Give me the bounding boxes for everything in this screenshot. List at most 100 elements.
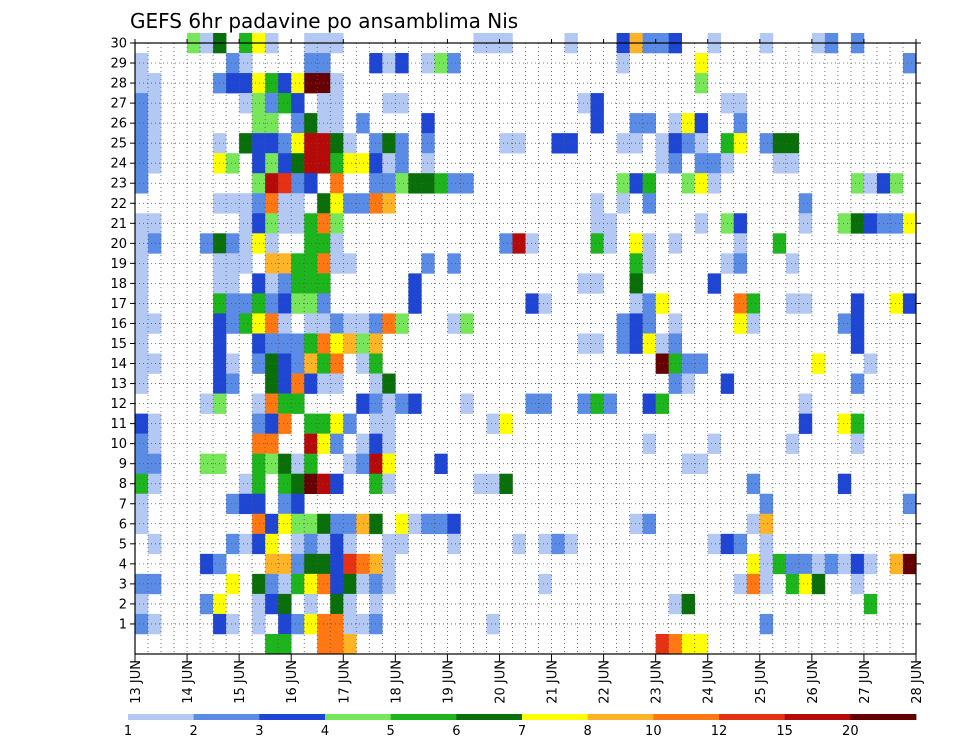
heatmap-cell: [148, 413, 162, 434]
heatmap-cell: [642, 513, 656, 535]
heatmap-cell: [746, 473, 761, 495]
heatmap-cell: [447, 253, 461, 274]
legend-swatch: [193, 714, 260, 720]
heatmap-cell: [889, 173, 904, 194]
heatmap-cell: [278, 373, 292, 394]
heatmap-cell: [603, 393, 617, 414]
heatmap-cell: [148, 153, 162, 174]
heatmap-cell: [434, 453, 448, 474]
heatmap-cell: [252, 333, 266, 354]
heatmap-cell: [590, 233, 604, 254]
heatmap-cell: [304, 473, 318, 495]
heatmap-cell: [135, 253, 149, 274]
heatmap-cell: [226, 313, 240, 334]
heatmap-cell: [291, 533, 305, 555]
heatmap-cell: [278, 313, 292, 334]
heatmap-cell: [135, 233, 149, 254]
heatmap-cell: [200, 393, 214, 414]
heatmap-cell: [239, 493, 253, 515]
heatmap-cell: [135, 433, 149, 454]
heatmap-cell: [343, 413, 357, 434]
heatmap-cell: [304, 53, 318, 74]
heatmap-cell: [551, 133, 565, 154]
heatmap-cell: [252, 393, 266, 414]
heatmap-cell: [850, 293, 865, 314]
legend-swatch: [456, 714, 523, 720]
heatmap-cell: [252, 413, 266, 434]
heatmap-cell: [252, 173, 266, 194]
heatmap-cell: [330, 633, 344, 655]
heatmap-cell: [642, 293, 656, 314]
heatmap-cell: [304, 273, 318, 294]
y-tick-label: 28: [110, 77, 127, 92]
heatmap-cell: [239, 293, 253, 314]
heatmap-cell: [330, 433, 344, 454]
legend-label: 12: [711, 724, 728, 739]
legend-label: 10: [645, 724, 662, 739]
heatmap-cell: [499, 133, 513, 154]
heatmap-cell: [785, 433, 800, 454]
heatmap-cell: [629, 173, 643, 194]
heatmap-cell: [148, 613, 162, 635]
heatmap-cell: [330, 93, 344, 114]
heatmap-cell: [447, 313, 461, 334]
heatmap-cell: [278, 413, 292, 434]
heatmap-cell: [252, 533, 266, 555]
color-legend: 1 2 3 4 5 6 7 8 10 12 15 20: [124, 714, 917, 739]
heatmap-cell: [239, 193, 253, 214]
heatmap-cell: [226, 233, 240, 254]
heatmap-cell: [798, 393, 813, 414]
heatmap-cell: [486, 473, 500, 495]
heatmap-cell: [837, 553, 852, 575]
heatmap-cell: [343, 313, 357, 334]
heatmap-cell: [252, 213, 266, 234]
x-tick-label: 24 JUN: [702, 660, 717, 704]
legend-swatch: [850, 714, 917, 720]
heatmap-cell: [395, 313, 409, 334]
heatmap-cell: [291, 333, 305, 354]
legend-swatch: [259, 714, 326, 720]
y-tick-label: 27: [110, 97, 127, 112]
heatmap-cell: [291, 273, 305, 294]
heatmap-cell: [694, 153, 709, 174]
heatmap-cell: [278, 213, 292, 234]
heatmap-cell: [226, 373, 240, 394]
x-tick-label: 21 JUN: [546, 660, 561, 704]
heatmap-cell: [278, 633, 292, 655]
heatmap-cell: [252, 133, 266, 154]
heatmap-cell: [278, 393, 292, 414]
heatmap-cell: [304, 373, 318, 394]
heatmap-cell: [681, 633, 696, 655]
legend-swatch: [719, 714, 786, 720]
heatmap-cell: [395, 153, 409, 174]
y-tick-label: 4: [119, 557, 127, 572]
heatmap-cell: [382, 173, 396, 194]
heatmap-cell: [525, 393, 539, 414]
heatmap-cell: [590, 333, 604, 354]
heatmap-cell: [707, 173, 722, 194]
heatmap-cell: [148, 313, 162, 334]
heatmap-cell: [837, 473, 852, 495]
heatmap-cell: [421, 173, 435, 194]
heatmap-cell: [291, 253, 305, 274]
heatmap-cell: [226, 73, 240, 94]
heatmap-cell: [226, 613, 240, 635]
heatmap-cell: [148, 453, 162, 474]
heatmap-cell: [850, 433, 865, 454]
heatmap-cell: [811, 353, 826, 374]
heatmap-cell: [863, 353, 878, 374]
heatmap-cell: [356, 453, 370, 474]
heatmap-cell: [642, 393, 656, 414]
y-tick-label: 10: [110, 437, 127, 452]
legend-label: 7: [518, 724, 526, 739]
heatmap-cell: [629, 253, 643, 274]
heatmap-cell: [252, 433, 266, 454]
heatmap-cell: [603, 233, 617, 254]
heatmap-cell: [304, 533, 318, 555]
heatmap-cell: [356, 353, 370, 374]
heatmap-cell: [356, 153, 370, 174]
heatmap-cell: [343, 513, 357, 535]
heatmap-cell: [343, 153, 357, 174]
heatmap-cell: [226, 153, 240, 174]
y-tick-label: 26: [110, 117, 127, 132]
